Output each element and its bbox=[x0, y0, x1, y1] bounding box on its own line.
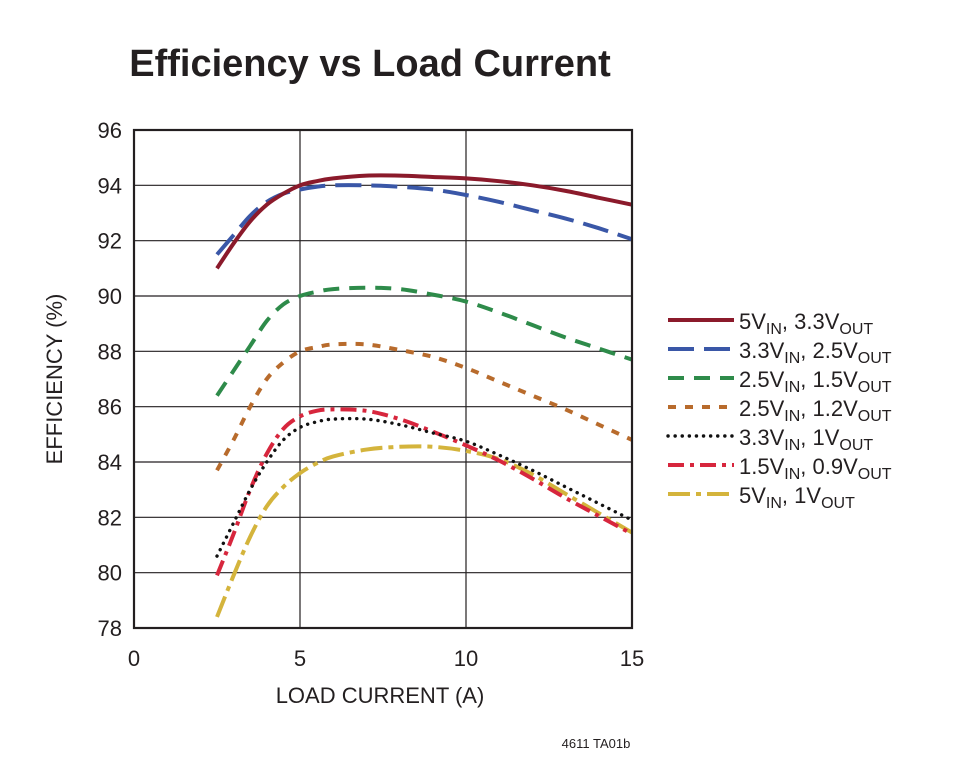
y-tick-label: 80 bbox=[98, 561, 122, 586]
y-tick-label: 84 bbox=[98, 450, 122, 475]
x-tick-label: 10 bbox=[454, 646, 478, 671]
legend-label-4: 2.5VIN, 1.2VOUT bbox=[739, 396, 892, 425]
legend-label-1: 5VIN, 3.3VOUT bbox=[739, 309, 873, 338]
y-tick-label: 86 bbox=[98, 395, 122, 420]
y-tick-labels: 78 80 82 84 86 88 90 92 94 96 bbox=[98, 118, 122, 641]
y-tick-label: 94 bbox=[98, 173, 122, 198]
footnote: 4611 TA01b bbox=[562, 736, 631, 751]
plot-frame bbox=[132, 128, 634, 630]
series-line-1 bbox=[215, 173, 633, 270]
series-line-3 bbox=[215, 285, 633, 397]
x-axis-label: LOAD CURRENT (A) bbox=[276, 683, 485, 708]
y-tick-label: 92 bbox=[98, 229, 122, 254]
y-tick-label: 90 bbox=[98, 284, 122, 309]
x-tick-label: 0 bbox=[128, 646, 140, 671]
legend-label-2: 3.3VIN, 2.5VOUT bbox=[739, 338, 892, 367]
y-tick-label: 78 bbox=[98, 616, 122, 641]
series-layer bbox=[215, 173, 634, 618]
grid bbox=[134, 130, 632, 628]
y-tick-label: 96 bbox=[98, 118, 122, 143]
y-tick-label: 82 bbox=[98, 505, 122, 530]
y-tick-label: 88 bbox=[98, 339, 122, 364]
series-line-6 bbox=[215, 407, 633, 577]
x-tick-label: 15 bbox=[620, 646, 644, 671]
series-line-7 bbox=[215, 444, 634, 618]
y-axis-label: EFFICIENCY (%) bbox=[42, 294, 67, 465]
chart-title: Efficiency vs Load Current bbox=[129, 43, 611, 85]
legend-label-7: 5VIN, 1VOUT bbox=[739, 483, 855, 512]
x-tick-labels: 0 5 10 15 bbox=[128, 646, 644, 671]
x-tick-label: 5 bbox=[294, 646, 306, 671]
legend-label-5: 3.3VIN, 1VOUT bbox=[739, 425, 873, 454]
legend-label-6: 1.5VIN, 0.9VOUT bbox=[739, 454, 892, 483]
legend-label-3: 2.5VIN, 1.5VOUT bbox=[739, 367, 892, 396]
series-line-5 bbox=[215, 416, 634, 558]
